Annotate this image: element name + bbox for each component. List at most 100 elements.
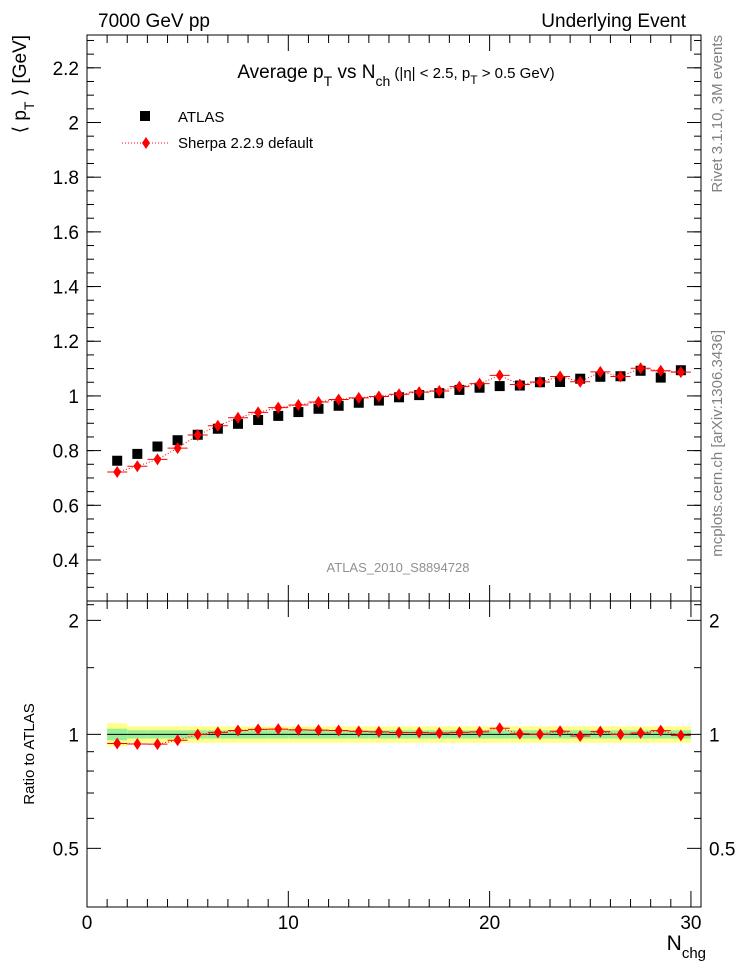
x-tick-label: 10 xyxy=(278,913,299,934)
ratio-point xyxy=(173,734,182,747)
x-axis-label: Nchg xyxy=(667,932,706,962)
ratio-point xyxy=(616,728,625,741)
ratio-point xyxy=(636,727,645,740)
legend-marker-atlas xyxy=(140,111,150,121)
ratio-point xyxy=(254,723,263,736)
main-x-ticks xyxy=(86,35,692,601)
ratio-point xyxy=(435,727,444,740)
ratio-point xyxy=(455,726,464,739)
atlas-point xyxy=(232,418,243,429)
ratio-point xyxy=(374,725,383,738)
sherpa-point xyxy=(113,465,122,478)
sherpa-point xyxy=(213,419,222,432)
atlas-point xyxy=(253,414,264,425)
ratio-frame xyxy=(86,600,702,908)
sherpa-point xyxy=(395,388,404,401)
sherpa-point xyxy=(616,370,625,383)
sherpa-point xyxy=(354,391,363,404)
atlas-point xyxy=(494,381,505,392)
sherpa-point xyxy=(153,453,162,466)
sherpa-point xyxy=(233,411,242,424)
header-left: 7000 GeV pp xyxy=(98,11,210,32)
ratio-point xyxy=(153,738,162,751)
legend-label-atlas: ATLAS xyxy=(178,109,224,126)
ratio-point xyxy=(556,725,565,738)
main-data-marks xyxy=(107,362,691,478)
sherpa-point xyxy=(294,398,303,411)
ratio-point xyxy=(415,726,424,739)
ratio-y-tick-label: 0.5 xyxy=(53,839,79,860)
atlas-point xyxy=(293,407,304,418)
ratio-point xyxy=(354,725,363,738)
legend: ATLAS Sherpa 2.2.9 default xyxy=(122,109,314,152)
sherpa-point xyxy=(415,386,424,399)
atlas-point xyxy=(333,400,344,411)
ratio-point xyxy=(334,724,343,737)
mcplots-label: mcplots.cern.ch [arXiv:1306.3436] xyxy=(709,330,726,557)
ratio-point xyxy=(515,727,524,740)
main-y-tick-label: 2 xyxy=(68,113,79,134)
sherpa-point xyxy=(133,460,142,473)
atlas-point xyxy=(132,448,143,459)
ratio-point xyxy=(294,723,303,736)
ratio-point xyxy=(596,725,605,738)
ratio-y-label: Ratio to ATLAS xyxy=(21,703,38,804)
main-y-tick-label: 1.2 xyxy=(53,332,79,353)
sherpa-point xyxy=(475,377,484,390)
main-y-tick-label: 1.6 xyxy=(53,223,79,244)
main-y-ticks: 0.4 0.6 0.8 1 1.2 1.4 1.6 1.8 2 2.2 xyxy=(53,39,701,588)
rivet-label: Rivet 3.1.10, 3M events xyxy=(709,35,726,193)
legend-marker-sherpa xyxy=(142,137,150,149)
sherpa-point xyxy=(274,401,283,414)
x-tick-label: 0 xyxy=(82,913,93,934)
ratio-data-marks xyxy=(107,722,691,751)
main-y-tick-label: 1 xyxy=(68,387,79,408)
main-panel: 0.4 0.6 0.8 1 1.2 1.4 1.6 1.8 2 2.2 ATLAS_2010_S8… xyxy=(10,34,702,602)
sherpa-point xyxy=(173,442,182,455)
sherpa-line xyxy=(117,367,681,473)
sherpa-point xyxy=(676,366,685,379)
ratio-point xyxy=(274,723,283,736)
sherpa-point xyxy=(374,390,383,403)
ratio-point xyxy=(193,728,202,741)
ratio-y-tick-label-right: 1 xyxy=(709,725,720,746)
main-y-label: ⟨ pT ⟩ [GeV] xyxy=(10,35,37,133)
ratio-point xyxy=(314,724,323,737)
legend-label-sherpa: Sherpa 2.2.9 default xyxy=(178,135,314,152)
main-title: Average pT vs Nch (|η| < 2.5, pT > 0.5 G… xyxy=(237,62,554,89)
sherpa-point xyxy=(556,370,565,383)
ratio-point xyxy=(535,728,544,741)
main-y-tick-label: 0.6 xyxy=(53,496,79,517)
x-tick-label: 30 xyxy=(680,913,701,934)
main-y-tick-label: 0.8 xyxy=(53,442,79,463)
ratio-y-tick-label: 1 xyxy=(68,725,79,746)
x-tick-label: 20 xyxy=(479,913,500,934)
sherpa-point xyxy=(656,364,665,377)
ratio-y-tick-label: 2 xyxy=(68,611,79,632)
header-right: Underlying Event xyxy=(541,11,686,32)
atlas-point xyxy=(112,455,123,466)
ratio-point xyxy=(656,724,665,737)
sherpa-point xyxy=(334,393,343,406)
sherpa-point xyxy=(576,375,585,388)
main-y-tick-label: 1.4 xyxy=(53,278,80,299)
ratio-point xyxy=(395,726,404,739)
atlas-point xyxy=(152,441,163,452)
sherpa-point xyxy=(254,406,263,419)
atlas-point xyxy=(172,435,183,446)
sherpa-point xyxy=(535,375,544,388)
ratio-point xyxy=(113,737,122,750)
watermark: ATLAS_2010_S8894728 xyxy=(327,560,470,575)
ratio-y-ticks: 0.5 0.5 1 1 2 2 xyxy=(53,604,735,860)
sherpa-point xyxy=(193,429,202,442)
ratio-point xyxy=(213,726,222,739)
ratio-point xyxy=(576,730,585,743)
ratio-y-tick-label-right: 2 xyxy=(709,611,720,632)
ratio-point xyxy=(676,729,685,742)
ratio-panel: 0.5 0.5 1 1 2 2 0 10 20 30 Ratio to ATLAS Nchg xyxy=(21,600,735,962)
sherpa-point xyxy=(435,385,444,398)
main-y-tick-label: 2.2 xyxy=(53,59,79,80)
sherpa-point xyxy=(495,369,504,382)
atlas-point xyxy=(655,372,666,383)
